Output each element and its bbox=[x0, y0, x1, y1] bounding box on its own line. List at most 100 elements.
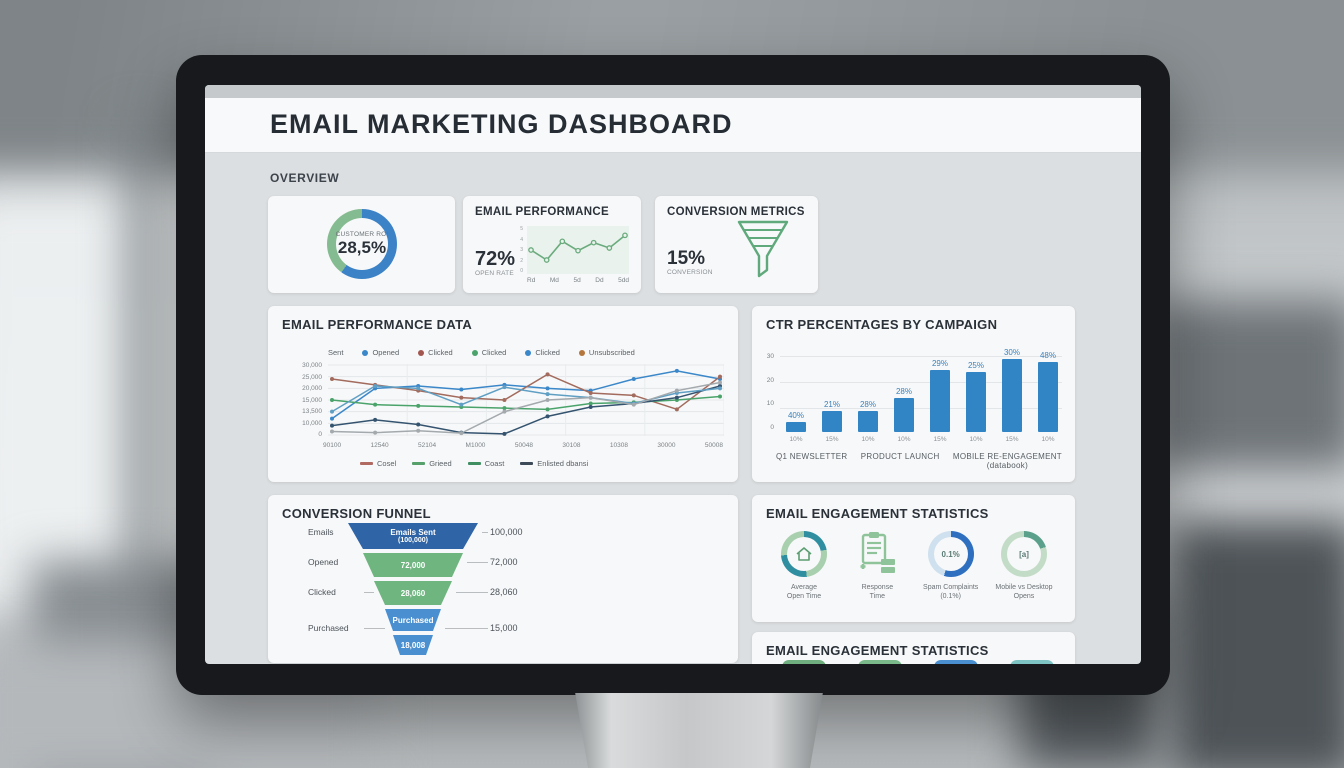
funnel-segment[interactable]: 28,060 bbox=[374, 581, 452, 605]
sparkline-y-axis: 5 4 3 2 0 bbox=[513, 226, 523, 274]
bar-x-tick: 15% bbox=[1005, 436, 1019, 443]
engagement2-pill bbox=[782, 660, 826, 664]
legend-label: Coast bbox=[484, 459, 505, 468]
bar-column[interactable]: 21% bbox=[822, 342, 842, 432]
bar-column[interactable]: 30% bbox=[1002, 342, 1022, 432]
bar-column[interactable]: 40% bbox=[786, 342, 806, 432]
bar bbox=[1002, 359, 1022, 432]
engagement-stat[interactable]: [a] Mobile vs Desktop Opens bbox=[988, 531, 1060, 602]
email-performance-title: EMAIL PERFORMANCE bbox=[475, 206, 609, 218]
bar-gridline bbox=[780, 382, 1062, 383]
line-chart-legend-bottom: Cosel Grieed Coast Enlisted dbansi bbox=[360, 459, 588, 468]
line-chart-title: EMAIL PERFORMANCE DATA bbox=[282, 317, 473, 332]
roi-card[interactable]: CUSTOMER ROI 28,5% bbox=[268, 196, 455, 293]
funnel-segment-sublabel: (100,000) bbox=[398, 537, 428, 544]
conversion-funnel-card[interactable]: CONVERSION FUNNEL Emails Sent (100,000) 72… bbox=[268, 495, 738, 663]
bar bbox=[1038, 361, 1058, 432]
stat-label: Response Time bbox=[861, 584, 894, 601]
funnel-connector bbox=[456, 592, 488, 593]
conversion-metrics-card[interactable]: CONVERSION METRICS 15% CONVERSION bbox=[655, 196, 818, 293]
campaign-group-label: PRODUCT LAUNCH bbox=[860, 452, 940, 461]
legend-dot bbox=[418, 349, 425, 356]
conversion-value: 15% bbox=[667, 248, 706, 269]
legend-item: Clicked bbox=[525, 348, 560, 357]
bar-y-tick: 0 bbox=[770, 423, 774, 431]
background-furniture bbox=[1170, 520, 1344, 768]
bar bbox=[930, 369, 950, 432]
legend-line-swatch bbox=[360, 462, 373, 465]
bar-chart-x-axis: 10% 15% 10% 10% 15% 10% 15% 10% bbox=[786, 436, 1058, 443]
legend-line-swatch bbox=[520, 462, 534, 465]
legend-dot bbox=[362, 349, 369, 356]
line-y-tick: 30,000 bbox=[302, 362, 322, 369]
bar-value-label: 30% bbox=[1003, 348, 1020, 358]
funnel-segment-label: 28,060 bbox=[400, 588, 426, 598]
legend-item: Clicked bbox=[418, 348, 453, 357]
funnel-segment[interactable]: 18,008 bbox=[393, 635, 433, 655]
funnel-segment[interactable]: Purchased bbox=[385, 609, 441, 631]
bar bbox=[966, 372, 986, 432]
bar-value-label: 28% bbox=[895, 387, 912, 397]
funnel-segment[interactable]: 72,000 bbox=[363, 553, 463, 577]
engagement-stats-card-2[interactable]: EMAIL ENGAGEMENT STATISTICS bbox=[752, 632, 1075, 664]
campaign-group-label: Q1 NEWSLETTER bbox=[776, 452, 848, 461]
bar-column[interactable]: 25% bbox=[966, 342, 986, 432]
line-y-tick: 20,000 bbox=[302, 385, 322, 392]
bar-column[interactable]: 28% bbox=[894, 342, 914, 432]
funnel-row-value: 100,000 bbox=[490, 527, 523, 537]
bar-x-tick: 10% bbox=[789, 436, 803, 443]
legend-dot bbox=[525, 349, 532, 356]
bar-x-tick: 10% bbox=[1041, 436, 1055, 443]
email-performance-card[interactable]: EMAIL PERFORMANCE 72% OPEN RATE 5 4 3 2 0 Rd… bbox=[463, 196, 641, 293]
ctr-by-campaign-card[interactable]: CTR PERCENTAGES BY CAMPAIGN 30 20 10 0 40% 2… bbox=[752, 306, 1075, 482]
legend-item: Opened bbox=[362, 348, 399, 357]
stat-label: Average Open Time bbox=[786, 584, 822, 601]
engagement-stats-card[interactable]: EMAIL ENGAGEMENT STATISTICS Average Open … bbox=[752, 495, 1075, 622]
legend-item: Coast bbox=[467, 459, 505, 468]
line-x-tick: M1000 bbox=[465, 442, 486, 449]
bar-gridline bbox=[780, 408, 1062, 409]
legend-label: Opened bbox=[372, 348, 400, 357]
legend-item: Cosel bbox=[360, 459, 396, 468]
engagement2-title: EMAIL ENGAGEMENT STATISTICS bbox=[766, 643, 989, 658]
funnel-title: CONVERSION FUNNEL bbox=[282, 506, 431, 521]
bar-y-tick: 20 bbox=[766, 376, 774, 384]
bar-column[interactable]: 28% bbox=[858, 342, 878, 432]
conversion-label: CONVERSION bbox=[667, 269, 713, 276]
bar-column[interactable]: 48% bbox=[1038, 342, 1058, 432]
funnel-row-value: 15,000 bbox=[490, 623, 518, 633]
roi-label: CUSTOMER ROI bbox=[335, 230, 389, 238]
bar-value-label: 25% bbox=[967, 361, 984, 371]
bar bbox=[858, 411, 878, 432]
email-performance-data-card[interactable]: EMAIL PERFORMANCE DATA Sent Opened Clicked… bbox=[268, 306, 738, 482]
bar bbox=[822, 411, 842, 432]
line-y-tick: 0 bbox=[318, 431, 322, 438]
line-x-tick: 12540 bbox=[370, 442, 389, 449]
line-y-tick: 25,000 bbox=[302, 373, 322, 381]
stat-ring-value: 0.1% bbox=[941, 549, 960, 559]
line-x-tick: 90100 bbox=[323, 442, 342, 449]
legend-label: Cosel bbox=[377, 459, 397, 468]
engagement-stat[interactable]: 0.1% Spam Complaints (0.1%) bbox=[915, 531, 987, 602]
funnel-connector bbox=[364, 592, 374, 593]
legend-label: Clicked bbox=[535, 348, 560, 357]
engagement2-pill bbox=[1010, 660, 1054, 664]
funnel-segment-label: 18,008 bbox=[400, 640, 426, 650]
funnel-connector bbox=[482, 532, 488, 533]
funnel-segment[interactable]: Emails Sent (100,000) bbox=[348, 523, 478, 549]
bar-y-tick: 10 bbox=[766, 400, 774, 408]
dashboard-header: EMAIL MARKETING DASHBOARD bbox=[205, 98, 1141, 153]
background-window-frame bbox=[128, 120, 154, 640]
engagement-stat[interactable]: Response Time bbox=[841, 531, 913, 602]
bar-x-tick: 15% bbox=[825, 436, 839, 443]
conversion-metrics-title: CONVERSION METRICS bbox=[667, 206, 805, 218]
funnel-segment-label: Purchased bbox=[392, 615, 434, 625]
bar-x-tick: 10% bbox=[861, 436, 875, 443]
dashboard-screen: EMAIL MARKETING DASHBOARD OVERVIEW CUSTO… bbox=[205, 85, 1141, 664]
bar-value-label: 48% bbox=[1039, 350, 1056, 360]
engagement-stat[interactable]: Average Open Time bbox=[768, 531, 840, 602]
funnel-chart: Emails Sent (100,000) 72,000 28,060 Purchase… bbox=[268, 495, 738, 663]
bar-column[interactable]: 29% bbox=[930, 342, 950, 432]
legend-label: Grieed bbox=[429, 459, 452, 468]
line-x-tick: 30108 bbox=[562, 442, 581, 449]
